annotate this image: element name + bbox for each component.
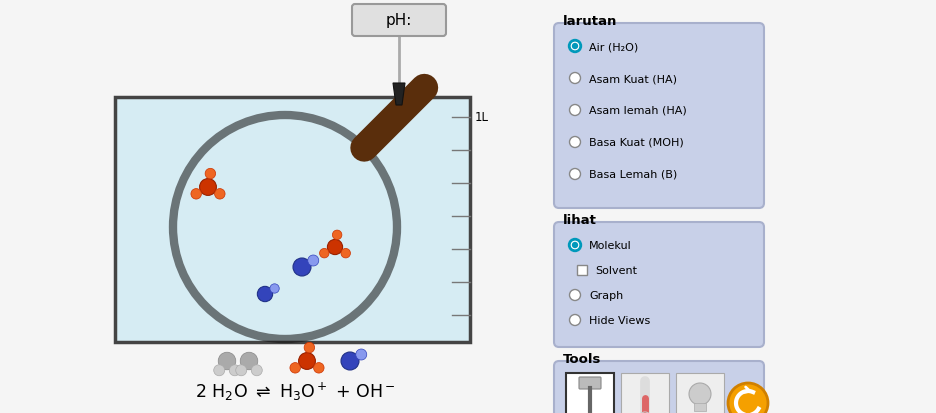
Circle shape: [319, 249, 329, 258]
Circle shape: [205, 169, 215, 179]
Circle shape: [218, 352, 236, 370]
FancyBboxPatch shape: [554, 223, 764, 347]
Circle shape: [341, 352, 359, 370]
Circle shape: [257, 287, 272, 302]
Circle shape: [191, 189, 201, 199]
Circle shape: [251, 365, 262, 376]
Circle shape: [290, 363, 300, 373]
Text: 2 H$_2$O $\rightleftharpoons$ H$_3$O$^+$ + OH$^-$: 2 H$_2$O $\rightleftharpoons$ H$_3$O$^+$…: [195, 380, 395, 402]
FancyBboxPatch shape: [676, 373, 724, 413]
Circle shape: [328, 240, 343, 255]
Circle shape: [332, 230, 342, 240]
Circle shape: [569, 41, 580, 52]
Circle shape: [569, 315, 580, 326]
Circle shape: [293, 259, 311, 276]
Circle shape: [569, 169, 580, 180]
Circle shape: [572, 44, 578, 50]
FancyBboxPatch shape: [566, 373, 614, 413]
Circle shape: [308, 255, 319, 266]
Circle shape: [689, 383, 711, 405]
Circle shape: [213, 365, 225, 376]
Text: Basa Lemah (B): Basa Lemah (B): [589, 170, 678, 180]
FancyBboxPatch shape: [694, 403, 706, 411]
FancyBboxPatch shape: [115, 98, 470, 342]
Circle shape: [569, 240, 580, 251]
Text: Molekul: Molekul: [589, 240, 632, 250]
Circle shape: [569, 105, 580, 116]
FancyBboxPatch shape: [352, 5, 446, 37]
Circle shape: [304, 342, 314, 353]
Circle shape: [572, 242, 578, 249]
Text: Air (H₂O): Air (H₂O): [589, 42, 638, 52]
Circle shape: [241, 352, 257, 370]
FancyBboxPatch shape: [621, 373, 669, 413]
Circle shape: [173, 116, 397, 339]
FancyBboxPatch shape: [577, 266, 587, 275]
Circle shape: [356, 349, 367, 360]
Text: Asam Kuat (HA): Asam Kuat (HA): [589, 74, 677, 84]
Circle shape: [229, 365, 241, 376]
Circle shape: [299, 353, 315, 370]
Text: Hide Views: Hide Views: [589, 315, 651, 325]
Text: larutan: larutan: [563, 15, 618, 28]
Circle shape: [199, 179, 216, 196]
Text: Tools: Tools: [563, 352, 601, 365]
Text: 1L: 1L: [475, 111, 489, 124]
Circle shape: [569, 74, 580, 84]
Text: pH:: pH:: [386, 14, 412, 28]
Circle shape: [214, 189, 225, 199]
FancyBboxPatch shape: [579, 377, 601, 389]
Circle shape: [270, 284, 279, 294]
Circle shape: [569, 137, 580, 148]
Circle shape: [569, 290, 580, 301]
Circle shape: [728, 383, 768, 413]
Text: Basa Kuat (MOH): Basa Kuat (MOH): [589, 138, 684, 147]
Text: Solvent: Solvent: [595, 266, 637, 275]
Circle shape: [236, 365, 247, 376]
FancyBboxPatch shape: [554, 361, 764, 413]
Text: Graph: Graph: [589, 290, 623, 300]
Circle shape: [639, 412, 651, 413]
Circle shape: [341, 249, 350, 258]
Polygon shape: [393, 84, 405, 106]
FancyBboxPatch shape: [554, 24, 764, 209]
Circle shape: [314, 363, 324, 373]
Text: Asam lemah (HA): Asam lemah (HA): [589, 106, 687, 116]
Text: lihat: lihat: [563, 214, 597, 226]
